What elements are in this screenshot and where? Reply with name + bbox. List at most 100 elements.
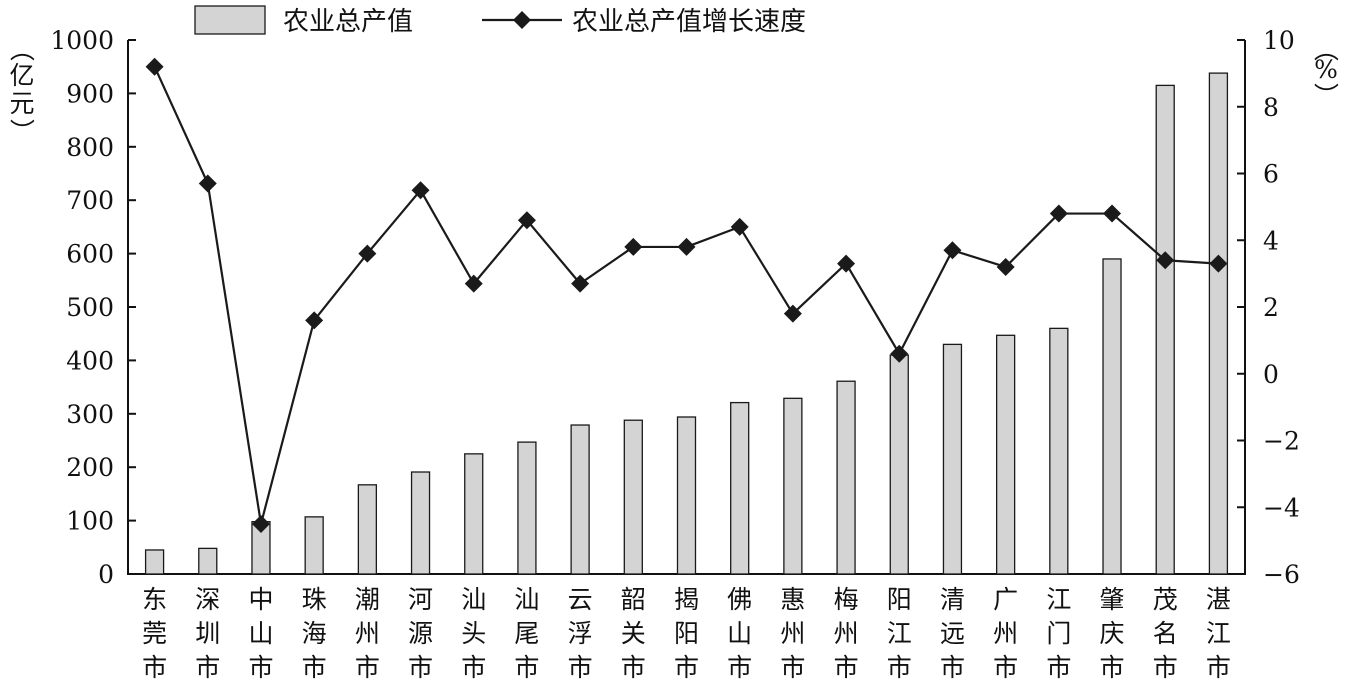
line-marker — [1103, 204, 1122, 223]
line-marker — [943, 241, 962, 260]
line-marker — [783, 304, 802, 323]
bar — [304, 516, 324, 575]
left-axis-unit-label: （亿元） — [7, 36, 36, 143]
bar — [676, 416, 697, 575]
category-label: 揭阳市 — [674, 585, 699, 682]
category-label: 汕头市 — [461, 585, 486, 682]
left-axis-tick-label: 600 — [66, 240, 114, 269]
left-axis-tick-label: 700 — [66, 186, 114, 215]
right-axis-tick-label: −6 — [1263, 560, 1300, 589]
category-label: 茂名市 — [1153, 585, 1178, 682]
left-axis-tick-label: 500 — [66, 293, 114, 322]
category-label: 中山市 — [248, 585, 273, 682]
line-marker — [730, 217, 749, 236]
line-marker — [571, 274, 590, 293]
category-label: 潮州市 — [355, 585, 380, 682]
line-marker — [411, 181, 430, 200]
line-marker — [145, 57, 164, 76]
bar — [942, 343, 963, 575]
right-axis-unit-label: （%） — [1311, 36, 1340, 107]
bar — [783, 397, 803, 575]
right-axis-unit-char: （ — [1311, 36, 1340, 61]
category-label: 清远市 — [940, 585, 965, 682]
category-label: 云浮市 — [568, 585, 593, 682]
line-marker — [890, 344, 909, 363]
legend: 农业总产值 农业总产值增长速度 — [194, 5, 806, 37]
category-labels: 东莞市 深圳市 中山市 珠海市 潮州市 河源市 汕头市 汕尾市 云浮市 韶关市 揭阳市 佛山市 惠州市 梅… — [142, 585, 1231, 682]
bar — [570, 424, 590, 575]
line-marker — [305, 311, 324, 330]
line-marker — [251, 514, 270, 533]
right-axis-ticks: −6 −4 −2 0 2 4 6 8 10 — [1237, 26, 1300, 589]
category-label: 韶关市 — [621, 585, 646, 682]
line-marker — [624, 237, 643, 256]
category-label: 肇庆市 — [1100, 585, 1125, 682]
line-marker — [1049, 204, 1068, 223]
right-axis-tick-label: 0 — [1263, 360, 1279, 389]
bar — [1155, 84, 1175, 575]
category-label: 广州市 — [993, 585, 1018, 682]
right-axis-tick-label: 2 — [1263, 293, 1279, 322]
legend-bar-swatch — [194, 5, 266, 35]
right-axis-unit-char: % — [1314, 55, 1338, 84]
bar — [836, 380, 856, 575]
left-axis-tick-label: 200 — [66, 453, 114, 482]
category-label: 惠州市 — [780, 585, 805, 682]
category-label: 珠海市 — [302, 585, 327, 682]
left-axis-unit-char: （ — [7, 36, 36, 61]
right-axis-tick-label: 6 — [1263, 160, 1279, 189]
category-label: 东莞市 — [142, 585, 167, 682]
right-axis-tick-label: −2 — [1263, 427, 1300, 456]
bar — [623, 419, 643, 575]
left-axis-tick-label: 800 — [66, 133, 114, 162]
bar — [730, 401, 750, 575]
line-marker — [358, 244, 377, 263]
bar — [144, 549, 165, 575]
legend-line-marker — [513, 11, 531, 29]
left-axis-tick-label: 1000 — [50, 26, 114, 55]
left-axis-ticks: 0 100 200 300 400 500 600 700 800 900 1000 — [50, 26, 136, 589]
left-axis-tick-label: 0 — [98, 560, 114, 589]
category-label: 江门市 — [1046, 585, 1071, 682]
category-label: 佛山市 — [727, 585, 752, 682]
category-label: 河源市 — [408, 585, 433, 682]
line-marker — [1156, 251, 1175, 270]
right-axis-unit-char: ） — [1311, 82, 1340, 107]
category-label: 阳江市 — [887, 585, 912, 682]
category-label: 深圳市 — [195, 585, 220, 682]
line-marker — [464, 274, 483, 293]
line-marker — [517, 211, 536, 230]
bar — [357, 484, 378, 575]
line-marker — [677, 237, 696, 256]
right-axis-tick-label: 10 — [1263, 26, 1295, 55]
bar — [995, 334, 1016, 575]
category-label: 梅州市 — [834, 585, 859, 682]
right-axis-tick-label: −4 — [1263, 493, 1300, 522]
line-marker — [996, 257, 1015, 276]
bar — [464, 453, 484, 575]
legend-line-label: 农业总产值增长速度 — [572, 7, 806, 37]
left-axis-unit-char: 元 — [9, 89, 34, 118]
bar — [198, 547, 218, 575]
line-marker — [1209, 254, 1228, 273]
bar — [889, 354, 909, 575]
bar — [517, 441, 537, 575]
left-axis-unit-char: 亿 — [9, 61, 34, 90]
left-axis-tick-label: 900 — [66, 79, 114, 108]
right-axis-tick-label: 8 — [1263, 93, 1279, 122]
line-marker — [837, 254, 856, 273]
bar-series — [144, 72, 1229, 575]
line-marker — [198, 174, 217, 193]
bar — [410, 471, 431, 575]
category-label: 汕尾市 — [514, 585, 539, 682]
line-markers — [145, 57, 1228, 533]
right-axis-tick-label: 4 — [1263, 226, 1279, 255]
left-axis-tick-label: 400 — [66, 346, 114, 375]
bar — [1102, 258, 1122, 575]
left-axis-unit-char: ） — [7, 118, 36, 143]
legend-bar-label: 农业总产值 — [283, 7, 413, 37]
category-label: 湛江市 — [1206, 585, 1231, 682]
bar — [1208, 72, 1229, 575]
bar — [1049, 327, 1069, 575]
